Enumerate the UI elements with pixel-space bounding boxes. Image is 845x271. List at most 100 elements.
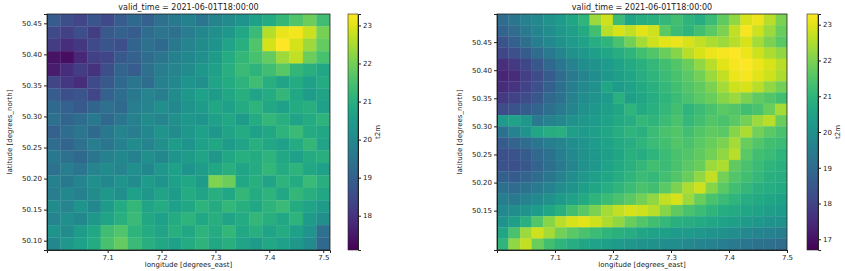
cell — [671, 138, 683, 149]
cell — [567, 126, 579, 137]
cell — [249, 26, 262, 38]
cell — [613, 48, 625, 59]
cell — [683, 160, 695, 171]
cell — [195, 126, 208, 138]
tick-label: 19 — [363, 174, 372, 182]
cell — [141, 225, 154, 237]
cell — [648, 183, 660, 194]
cell — [520, 205, 532, 216]
cell — [555, 171, 567, 182]
cell — [717, 81, 729, 92]
cell — [249, 225, 262, 237]
cell — [683, 104, 695, 115]
cell — [613, 25, 625, 36]
cell — [543, 25, 555, 36]
cell — [717, 48, 729, 59]
cell — [694, 205, 706, 216]
cell — [601, 160, 613, 171]
cell — [694, 104, 706, 115]
cell — [694, 115, 706, 126]
tick-label: 50.40 — [22, 51, 42, 59]
x-axis-title: longitude [degrees_east] — [598, 261, 686, 269]
tick-mark — [818, 204, 821, 205]
cell — [717, 205, 729, 216]
cell — [775, 194, 787, 205]
tick-label: 17 — [823, 236, 832, 244]
cell — [182, 225, 195, 237]
cell — [128, 175, 141, 187]
cell — [590, 93, 602, 104]
tick-mark — [613, 250, 614, 253]
cell — [60, 238, 73, 250]
cell — [567, 93, 579, 104]
cell — [625, 48, 637, 59]
cell — [706, 25, 718, 36]
x-axis-title: longitude [degrees_east] — [145, 261, 233, 269]
cell — [636, 228, 648, 239]
cell — [706, 14, 718, 25]
cell — [317, 151, 330, 163]
cell — [290, 64, 303, 76]
cell — [249, 151, 262, 163]
cell — [236, 188, 249, 200]
cell — [729, 81, 741, 92]
cell — [729, 126, 741, 137]
cell — [578, 93, 590, 104]
cell — [671, 216, 683, 227]
colorbar — [348, 14, 358, 250]
tick-mark — [494, 98, 497, 99]
cell — [590, 216, 602, 227]
cell — [659, 93, 671, 104]
cell — [155, 163, 168, 175]
cell — [87, 200, 100, 212]
cell — [128, 51, 141, 63]
tick-mark — [44, 241, 47, 242]
cell — [741, 149, 753, 160]
cell — [741, 48, 753, 59]
cell — [706, 48, 718, 59]
cell — [236, 76, 249, 88]
cell — [764, 81, 776, 92]
cell — [222, 213, 235, 225]
cell — [155, 113, 168, 125]
cell — [717, 25, 729, 36]
cell — [729, 149, 741, 160]
cell — [128, 39, 141, 51]
cell — [168, 39, 181, 51]
cell — [236, 64, 249, 76]
cell — [706, 104, 718, 115]
tick-mark — [358, 140, 361, 141]
cell — [141, 126, 154, 138]
tick-mark — [494, 70, 497, 71]
panel: 7.17.27.37.47.550.1550.2050.2550.3050.35… — [456, 3, 842, 269]
cell — [578, 160, 590, 171]
cell — [222, 126, 235, 138]
cell — [659, 171, 671, 182]
cell — [578, 194, 590, 205]
cell — [520, 59, 532, 70]
cell — [141, 151, 154, 163]
cell — [303, 163, 316, 175]
cell — [60, 188, 73, 200]
cell — [195, 200, 208, 212]
cell — [578, 115, 590, 126]
cell — [567, 228, 579, 239]
cell — [775, 160, 787, 171]
cell — [182, 175, 195, 187]
cell — [671, 104, 683, 115]
cell — [613, 93, 625, 104]
cell — [141, 113, 154, 125]
cell — [775, 93, 787, 104]
cell — [683, 93, 695, 104]
cell — [532, 171, 544, 182]
tick-label: 50.30 — [22, 113, 42, 121]
cell — [317, 76, 330, 88]
tick-label: 22 — [823, 57, 832, 65]
cell — [752, 194, 764, 205]
cell — [752, 160, 764, 171]
cell — [509, 104, 521, 115]
cell — [590, 14, 602, 25]
cell — [195, 26, 208, 38]
cell — [209, 188, 222, 200]
cell — [141, 89, 154, 101]
